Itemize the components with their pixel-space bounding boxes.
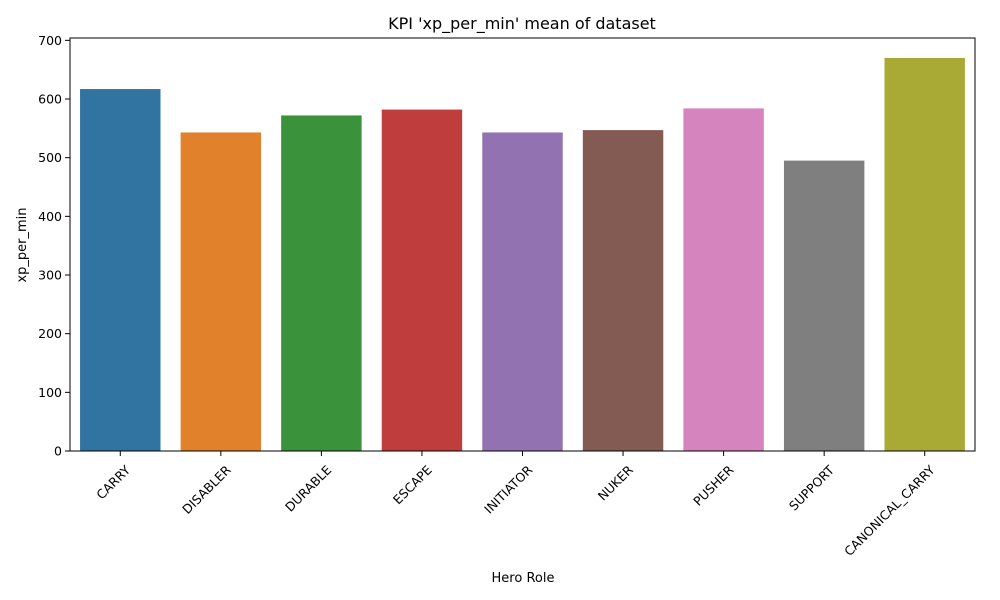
- bar-durable: [281, 115, 362, 451]
- y-axis-label: xp_per_min: [15, 207, 30, 282]
- x-tick-label: DURABLE: [282, 462, 334, 514]
- y-tick-label: 0: [54, 444, 62, 459]
- x-tick-label: PUSHER: [690, 462, 737, 509]
- x-tick-label: ESCAPE: [390, 462, 435, 507]
- x-tick-label: CARRY: [93, 462, 133, 502]
- bar-canonical-carry: [884, 57, 965, 452]
- x-axis-label: Hero Role: [492, 571, 555, 586]
- y-tick-label: 300: [38, 268, 62, 283]
- x-tick-label: CANONICAL_CARRY: [841, 462, 938, 559]
- bar-initiator: [482, 132, 563, 451]
- bar-escape: [381, 109, 463, 452]
- x-tick-label: NUKER: [595, 462, 636, 503]
- bar-disabler: [180, 132, 262, 451]
- y-tick-label: 400: [38, 209, 62, 224]
- x-tick-label: INITIATOR: [481, 462, 536, 517]
- y-tick-label: 200: [38, 326, 62, 341]
- bar-carry: [80, 89, 161, 451]
- x-tick-label: SUPPORT: [786, 462, 837, 513]
- plot-area: 0 100 200 300 400 500 600 700 CARRY DISABLER DURAB…: [38, 33, 965, 559]
- y-tick-label: 500: [38, 150, 62, 165]
- bar-pusher: [683, 108, 764, 451]
- y-tick-label: 600: [38, 92, 62, 107]
- x-tick-label: DISABLER: [179, 462, 234, 517]
- chart-title: KPI 'xp_per_min' mean of dataset: [388, 14, 656, 34]
- plot-frame: [69, 37, 976, 452]
- bar-nuker: [582, 130, 664, 451]
- y-tick-label: 100: [38, 385, 62, 400]
- bar-support: [783, 160, 865, 451]
- y-tick-label: 700: [38, 33, 62, 48]
